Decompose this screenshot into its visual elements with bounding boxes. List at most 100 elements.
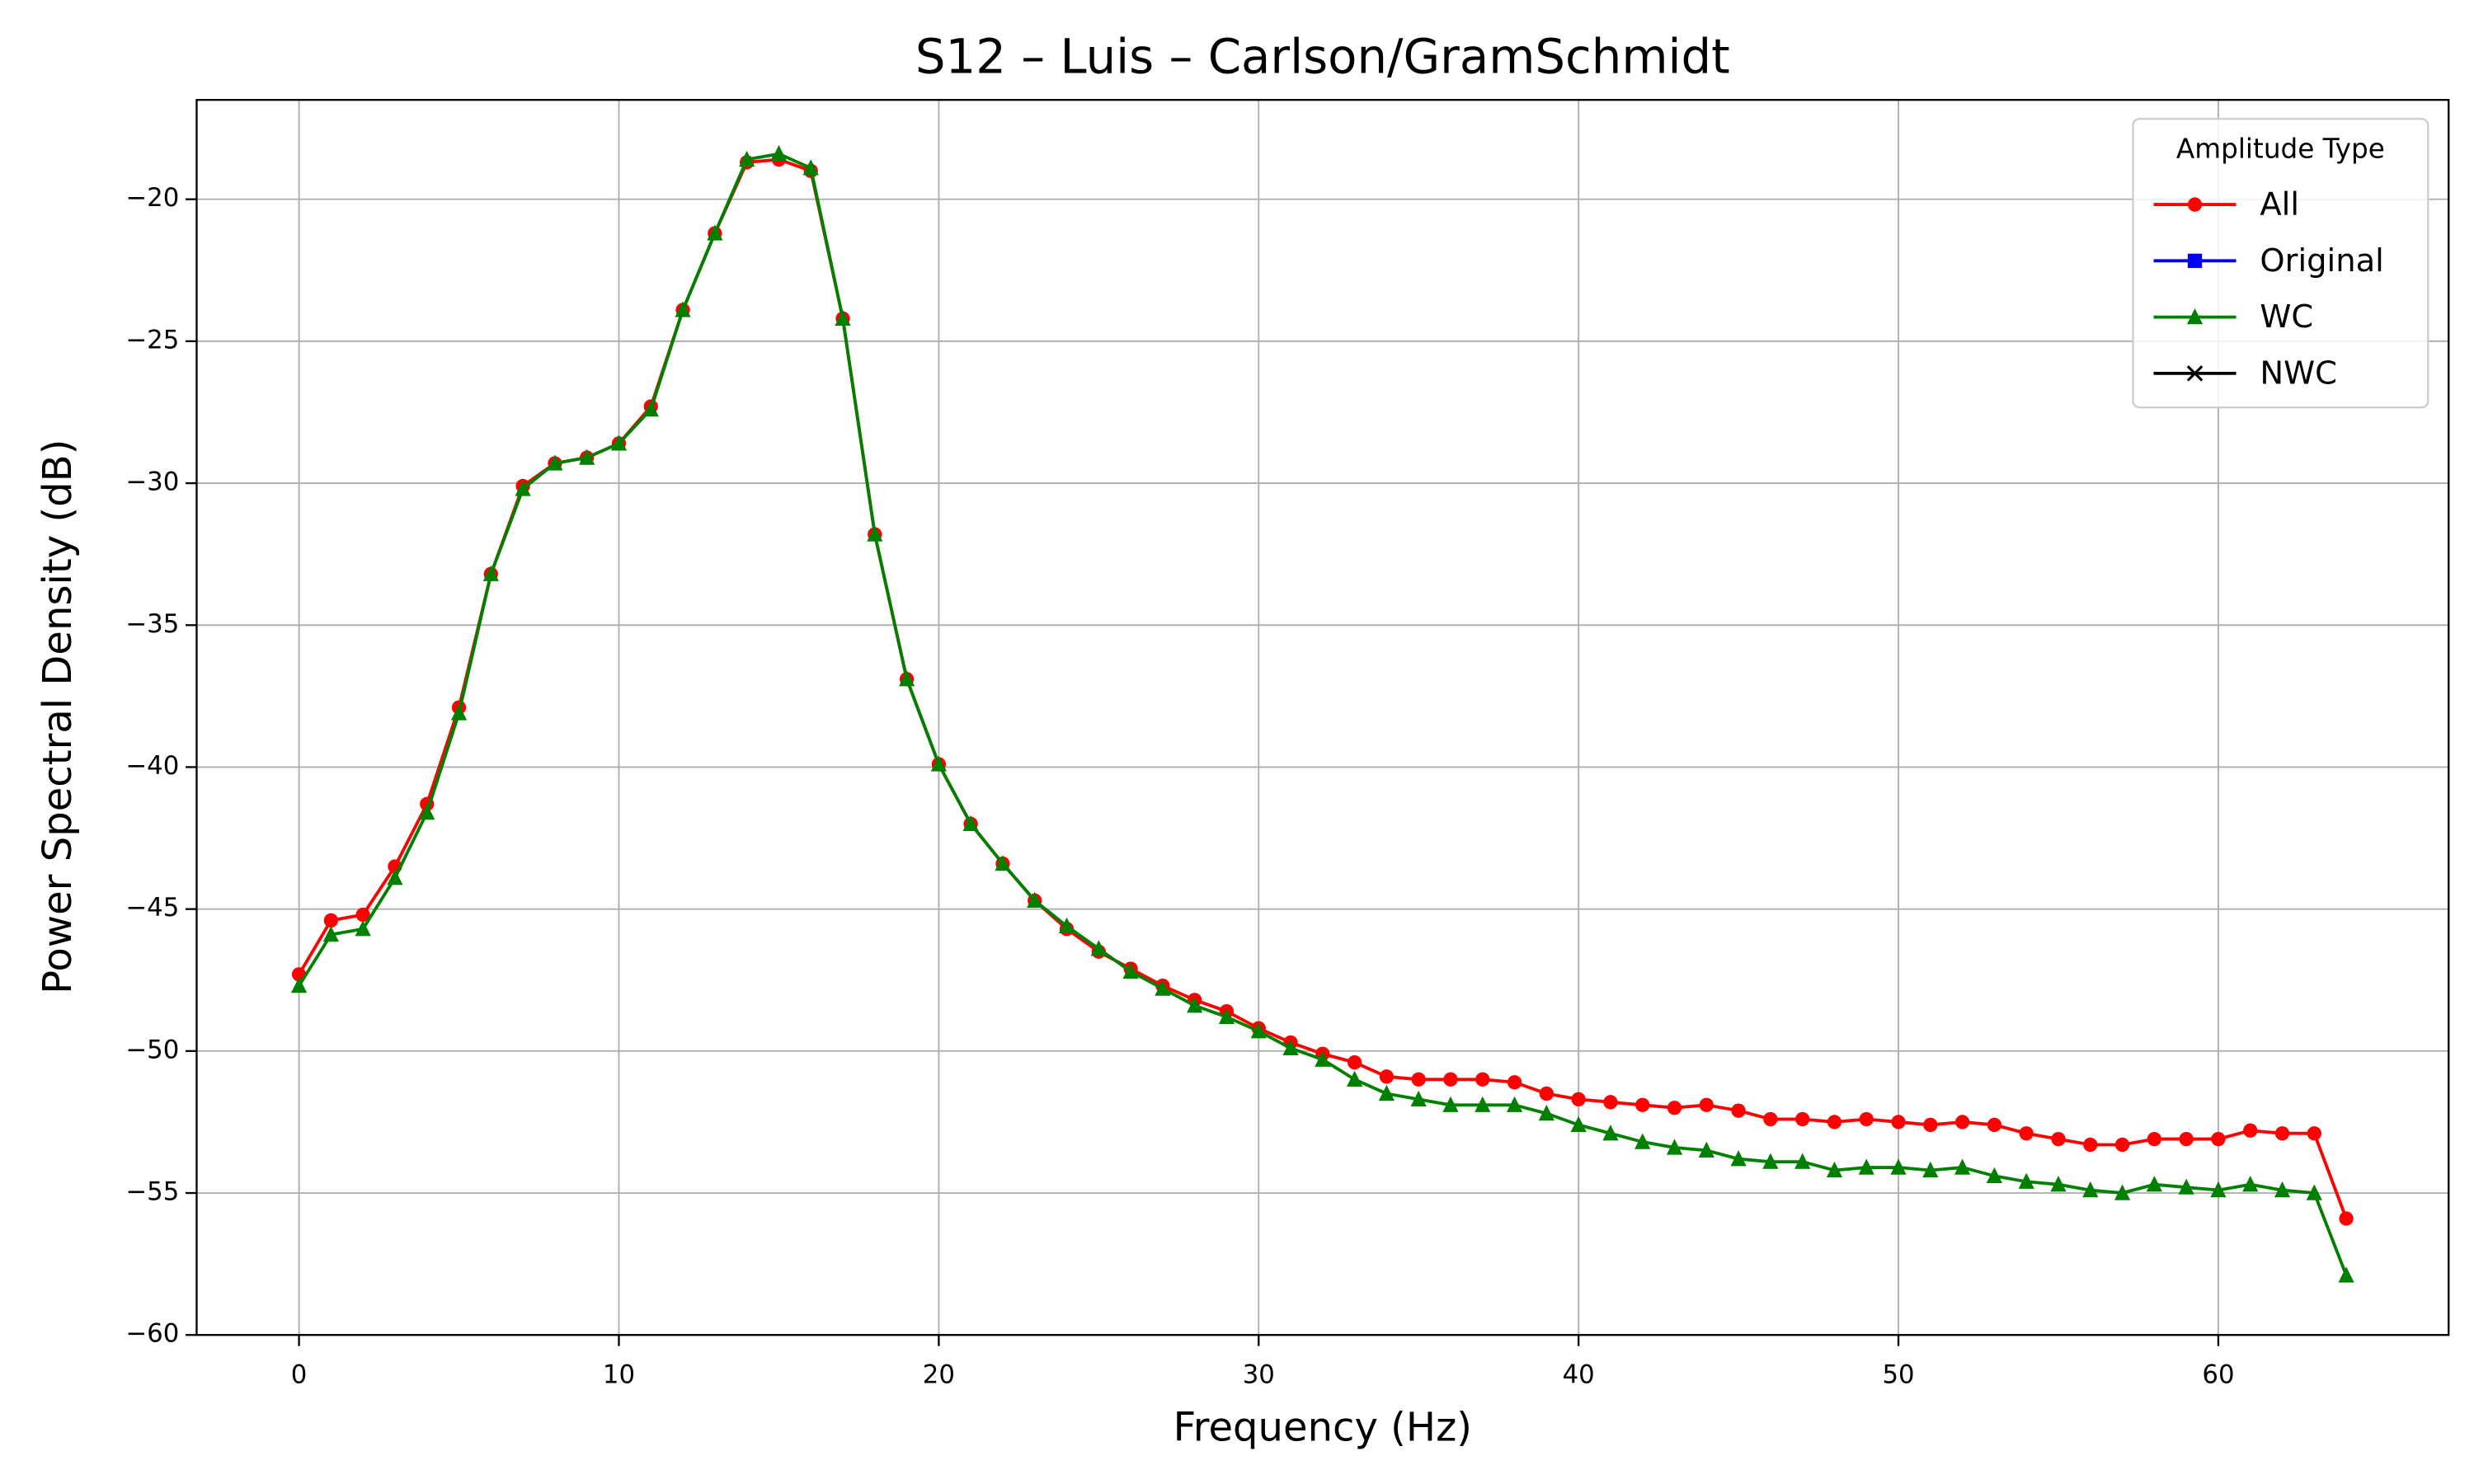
point xyxy=(2051,1131,2066,1147)
point xyxy=(835,309,851,326)
point xyxy=(1602,1125,1619,1141)
point xyxy=(1954,1158,1971,1175)
point xyxy=(2242,1176,2259,1192)
point xyxy=(2307,1126,2321,1141)
point xyxy=(1731,1103,1746,1118)
x-tick-label: 10 xyxy=(603,1360,635,1390)
point xyxy=(642,400,659,417)
point xyxy=(1442,1096,1459,1112)
point xyxy=(1795,1111,1810,1127)
point xyxy=(1698,1141,1714,1158)
point xyxy=(355,907,370,923)
point xyxy=(2083,1137,2098,1153)
y-tick-label: −20 xyxy=(125,183,179,213)
point xyxy=(1794,1153,1811,1169)
point xyxy=(1315,1050,1331,1067)
point xyxy=(1603,1095,1618,1110)
y-tick-label: −40 xyxy=(125,751,179,781)
point xyxy=(355,920,371,937)
point xyxy=(515,480,531,496)
point xyxy=(962,815,979,831)
point xyxy=(1891,1115,1906,1129)
point xyxy=(1666,1139,1683,1155)
point xyxy=(1763,1111,1778,1127)
point xyxy=(1027,891,1043,908)
point xyxy=(1986,1167,2003,1184)
point xyxy=(1667,1101,1682,1115)
point xyxy=(1922,1161,1939,1178)
legend-label: WC xyxy=(2260,298,2313,336)
point xyxy=(1155,979,1171,996)
legend-label: NWC xyxy=(2260,355,2337,392)
point xyxy=(2114,1137,2130,1153)
point xyxy=(707,224,723,241)
x-tick-label: 50 xyxy=(1882,1360,1914,1390)
point xyxy=(1187,997,1203,1013)
point xyxy=(995,854,1011,871)
point xyxy=(1411,1072,1426,1087)
point xyxy=(323,913,339,928)
y-tick-label: −50 xyxy=(125,1035,179,1064)
point xyxy=(1122,962,1139,979)
x-tick-label: 0 xyxy=(291,1360,308,1390)
point xyxy=(1475,1096,1491,1112)
point xyxy=(2338,1266,2354,1283)
y-tick-label: −35 xyxy=(125,609,179,639)
point xyxy=(1347,1054,1362,1070)
point xyxy=(1506,1096,1523,1112)
point xyxy=(1634,1133,1651,1149)
point xyxy=(1507,1075,1522,1090)
point xyxy=(322,926,339,942)
point xyxy=(1347,1070,1363,1087)
legend-marker xyxy=(2187,197,2203,212)
point xyxy=(930,755,947,772)
legend-box xyxy=(2132,118,2429,409)
point xyxy=(1282,1039,1299,1056)
point xyxy=(2114,1184,2131,1200)
point xyxy=(2018,1172,2034,1189)
x-tick-label: 30 xyxy=(1243,1360,1275,1390)
point xyxy=(610,434,628,451)
legend-label: All xyxy=(2260,186,2299,223)
point xyxy=(1699,1097,1714,1112)
point xyxy=(1539,1086,1554,1101)
point xyxy=(1090,940,1107,956)
point xyxy=(1987,1117,2002,1133)
legend-title: Amplitude Type xyxy=(2176,134,2385,165)
point xyxy=(547,454,563,471)
series xyxy=(290,145,2354,1283)
grid xyxy=(196,100,2449,1336)
point xyxy=(2019,1126,2034,1141)
point xyxy=(419,803,435,820)
y-tick-label: −60 xyxy=(125,1319,179,1349)
point xyxy=(1826,1161,1843,1178)
point xyxy=(2147,1131,2162,1147)
point xyxy=(2274,1181,2291,1198)
point xyxy=(1762,1153,1779,1169)
point xyxy=(1570,1115,1587,1133)
point xyxy=(2210,1181,2227,1198)
point xyxy=(898,670,915,687)
point xyxy=(1858,1158,1874,1175)
x-axis-label: Frequency (Hz) xyxy=(1174,1405,1472,1451)
point xyxy=(1538,1105,1554,1121)
point xyxy=(2178,1178,2194,1195)
point xyxy=(579,448,595,465)
plot-frame xyxy=(195,99,2450,1336)
point xyxy=(2339,1211,2354,1226)
y-tick-label: −30 xyxy=(125,467,179,497)
point xyxy=(2211,1131,2226,1147)
point xyxy=(1890,1158,1907,1175)
y-tick-label: −25 xyxy=(125,325,179,355)
point xyxy=(2146,1176,2162,1192)
legend: Amplitude Type All Original WC NWC xyxy=(2132,118,2429,409)
point xyxy=(1730,1150,1747,1167)
point xyxy=(2082,1181,2099,1198)
point xyxy=(739,150,755,167)
point xyxy=(675,301,691,317)
point xyxy=(2050,1176,2067,1192)
point xyxy=(2274,1126,2290,1141)
